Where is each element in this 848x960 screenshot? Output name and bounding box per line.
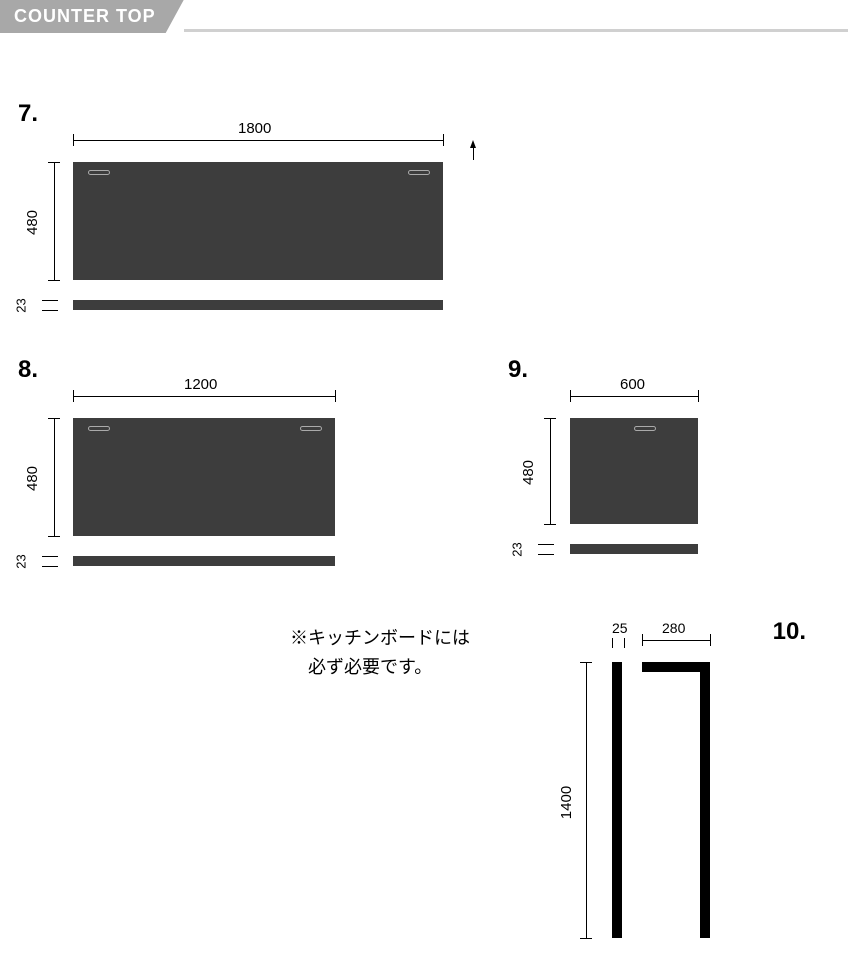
slab-slot xyxy=(300,426,322,431)
item-number: 10. xyxy=(773,618,806,646)
dim-line-width xyxy=(73,140,443,141)
dim-line-width xyxy=(570,396,698,397)
dim-tick xyxy=(48,162,60,163)
dim-tick xyxy=(538,554,554,555)
dim-label-depth: 480 xyxy=(24,210,41,235)
item-number: 7. xyxy=(18,100,38,128)
dim-line-depth xyxy=(54,418,55,536)
dim-tick xyxy=(42,556,58,557)
dim-tick xyxy=(42,566,58,567)
section-header-title: COUNTER TOP xyxy=(14,6,156,26)
dim-label-w25: 25 xyxy=(612,620,628,636)
item-number: 9. xyxy=(508,356,528,384)
slab-slot xyxy=(408,170,430,175)
dim-line-depth xyxy=(54,162,55,280)
dim-tick xyxy=(580,662,592,663)
section-header: COUNTER TOP xyxy=(0,0,184,33)
dim-tick xyxy=(538,544,554,545)
dim-tick xyxy=(698,390,699,402)
slab-front xyxy=(73,418,335,536)
dim-label-h1400: 1400 xyxy=(558,786,575,819)
dim-tick xyxy=(42,300,58,301)
dim-line-w280 xyxy=(642,640,710,641)
item-9: 9. 600 480 23 xyxy=(508,356,768,586)
dim-tick xyxy=(612,638,613,648)
dim-tick xyxy=(443,134,444,146)
dim-tick xyxy=(48,536,60,537)
slab-edge xyxy=(73,300,443,310)
dim-tick xyxy=(48,280,60,281)
note-line2: 必ず必要です。 xyxy=(308,653,432,682)
dim-tick xyxy=(544,524,556,525)
dim-tick xyxy=(48,418,60,419)
slab-slot xyxy=(634,426,656,431)
dim-tick xyxy=(642,634,643,646)
dim-tick xyxy=(335,390,336,402)
dim-label-w280: 280 xyxy=(662,620,685,636)
dim-line-h1400 xyxy=(586,662,587,938)
dim-label-thick: 23 xyxy=(14,298,29,312)
dim-label-depth: 480 xyxy=(520,460,537,485)
item-8: 8. 1200 480 23 xyxy=(18,356,398,586)
dim-label-width: 1800 xyxy=(238,120,271,137)
slab-front xyxy=(73,162,443,280)
panel-l-side xyxy=(700,662,710,938)
dim-tick xyxy=(710,634,711,646)
note-line1: ※キッチンボードには xyxy=(290,628,470,648)
slab-slot xyxy=(88,170,110,175)
dim-tick xyxy=(73,134,74,146)
dim-line-width xyxy=(73,396,335,397)
dim-label-thick: 23 xyxy=(510,542,525,556)
item-number: 8. xyxy=(18,356,38,384)
dim-label-width: 1200 xyxy=(184,376,217,393)
slab-slot xyxy=(88,426,110,431)
dim-tick xyxy=(580,938,592,939)
slab-edge xyxy=(570,544,698,554)
item-7: 7. 1800 480 23 xyxy=(18,100,498,330)
dim-tick xyxy=(73,390,74,402)
arrow-up-icon xyxy=(470,140,476,148)
dim-tick xyxy=(624,638,625,648)
panel-post xyxy=(612,662,622,938)
slab-edge xyxy=(73,556,335,566)
dim-label-width: 600 xyxy=(620,376,645,393)
slab-front xyxy=(570,418,698,524)
section-header-row: COUNTER TOP xyxy=(0,0,848,33)
dim-tick xyxy=(544,418,556,419)
dim-tick xyxy=(42,310,58,311)
dim-tick xyxy=(570,390,571,402)
note-text: ※キッチンボードには 必ず必要です。 xyxy=(290,624,470,682)
section-header-rule xyxy=(184,0,848,32)
dim-label-thick: 23 xyxy=(14,554,29,568)
item-10: 10. 25 280 1400 xyxy=(556,618,816,958)
dim-line-depth xyxy=(550,418,551,524)
dim-label-depth: 480 xyxy=(24,466,41,491)
